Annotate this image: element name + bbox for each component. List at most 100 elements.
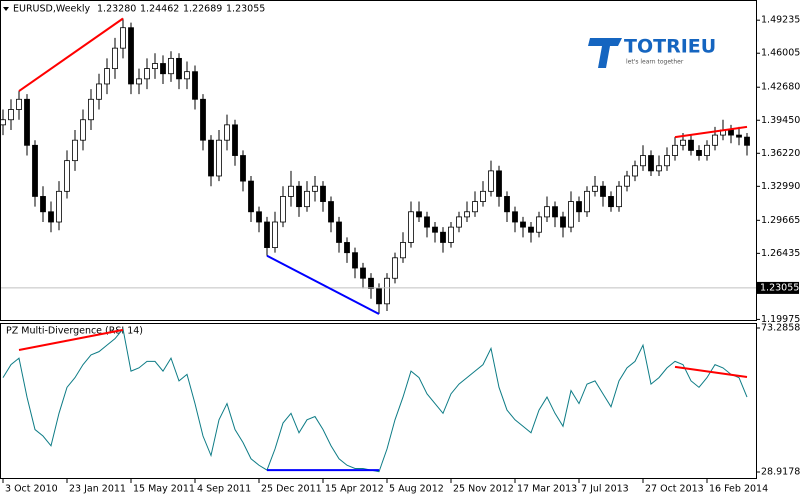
x-tick-label: 16 Feb 2014: [709, 484, 768, 495]
candle-body: [472, 201, 478, 213]
candle-body: [272, 221, 278, 248]
candle-body: [584, 190, 590, 213]
y-tick-label: 1.39450: [761, 115, 800, 126]
x-tick-label: 17 Mar 2013: [517, 484, 577, 495]
candle-body: [640, 155, 646, 167]
y-tick-label: 1.19975: [761, 314, 800, 325]
candle-body: [264, 221, 270, 248]
x-tick-label: 25 Nov 2012: [453, 484, 514, 495]
candle-body: [8, 109, 14, 121]
candle-body: [136, 78, 142, 85]
ohlc-open: 1.23280: [97, 4, 136, 15]
candle-body: [528, 226, 534, 233]
last-price-label: 1.23055: [760, 282, 799, 293]
y-tick-label: 1.46005: [761, 48, 800, 59]
y-tick-label: 1.29665: [761, 215, 800, 226]
candle-body: [176, 57, 182, 80]
candle-body: [144, 68, 150, 80]
candle-body: [160, 63, 166, 75]
logo: TOTRIEU let's learn together: [588, 36, 716, 68]
candle-body: [592, 185, 598, 192]
candle-body: [664, 155, 670, 167]
candle-body: [400, 242, 406, 259]
candle-body: [208, 139, 214, 177]
candle-body: [560, 216, 566, 228]
candle-body: [728, 129, 734, 136]
candle-body: [152, 63, 158, 70]
x-tick-label: 27 Oct 2013: [645, 484, 704, 495]
trendline: [18, 328, 124, 352]
candle-body: [256, 211, 262, 223]
candle-body: [88, 98, 94, 121]
candle-body: [352, 252, 358, 269]
candle-body: [704, 144, 710, 156]
candle-body: [328, 201, 334, 223]
x-tick-label: 25 Dec 2011: [261, 484, 322, 495]
candle-body: [0, 119, 6, 126]
indicator-title: PZ Multi-Divergence (RSI 14): [6, 326, 143, 337]
candle-body: [224, 124, 230, 141]
candle-body: [296, 185, 302, 208]
x-tick-label: 15 May 2011: [133, 484, 195, 495]
ohlc-close: 1.23055: [226, 4, 265, 15]
candle-body: [64, 160, 70, 192]
y-tick-label: 28.9178: [761, 467, 800, 478]
trendline: [266, 254, 380, 315]
candle-body: [184, 71, 190, 80]
y-tick-label: 1.42680: [761, 82, 800, 93]
candle-body: [128, 27, 134, 85]
candle-body: [120, 27, 126, 49]
candle-body: [552, 206, 558, 218]
candle-body: [568, 201, 574, 228]
candle-body: [624, 175, 630, 187]
candle-body: [496, 170, 502, 197]
candle-body: [16, 98, 22, 110]
candle-body: [376, 288, 382, 305]
candle-body: [392, 257, 398, 279]
candle-body: [424, 216, 430, 228]
trendline: [674, 365, 748, 378]
ohlc-low: 1.22689: [183, 4, 222, 15]
candle-body: [576, 201, 582, 213]
candle-body: [440, 231, 446, 243]
menu-arrow[interactable]: [3, 7, 9, 11]
candle-body: [216, 139, 222, 177]
candle-body: [336, 221, 342, 243]
trendline: [18, 17, 124, 92]
y-tick-label: 1.26435: [761, 248, 800, 259]
y-tick-label: 73.2858: [761, 323, 800, 334]
candle-body: [680, 139, 686, 146]
x-tick-label: 3 Oct 2010: [5, 484, 58, 495]
candle-body: [80, 119, 86, 141]
candle-body: [632, 165, 638, 177]
candle-body: [200, 98, 206, 141]
candle-body: [504, 196, 510, 213]
candle-body: [280, 196, 286, 223]
candle-body: [600, 185, 606, 197]
candle-body: [192, 71, 198, 100]
candle-body: [408, 211, 414, 243]
candle-body: [616, 185, 622, 208]
candle-body: [712, 134, 718, 146]
candle-body: [536, 216, 542, 233]
candle-body: [312, 185, 318, 192]
ohlc-high: 1.24462: [140, 4, 179, 15]
candle-body: [744, 136, 750, 146]
candle-body: [696, 150, 702, 156]
candle-body: [688, 139, 694, 151]
indicator-panel: [0, 323, 757, 479]
candle-body: [384, 277, 390, 305]
candle-body: [232, 124, 238, 156]
price-panel: [0, 0, 757, 321]
y-tick-label: 1.49235: [761, 15, 800, 26]
candle-body: [432, 226, 438, 233]
candle-body: [72, 139, 78, 162]
candle-body: [608, 196, 614, 208]
candle-body: [544, 206, 550, 218]
candle-body: [304, 190, 310, 208]
candle-body: [48, 211, 54, 223]
candle-body: [344, 242, 350, 254]
logo-name: TOTRIEU: [624, 36, 716, 58]
candle-body: [656, 165, 662, 172]
